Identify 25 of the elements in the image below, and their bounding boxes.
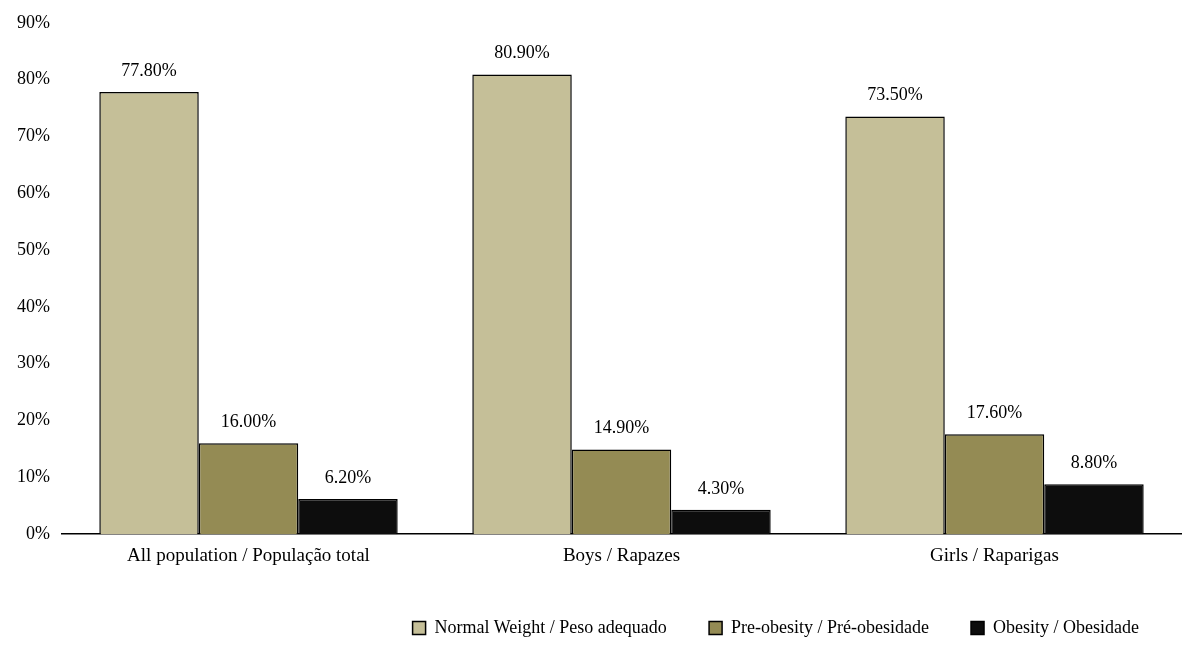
data-label: 16.00% [220, 411, 277, 432]
data-label: 14.90% [593, 417, 650, 438]
data-label: 73.50% [867, 84, 923, 105]
y-tick-label: 30% [16, 352, 50, 373]
x-tick-label: Girls / Raparigas [930, 543, 1059, 565]
data-label: 80.90% [494, 42, 550, 63]
y-tick-label: 20% [16, 409, 50, 430]
y-tick-label: 0% [25, 522, 50, 543]
y-tick-label: 90% [16, 11, 50, 32]
x-tick-label: All population / População total [127, 543, 370, 565]
y-tick-label: 70% [16, 125, 50, 146]
legend-label: Normal Weight / Peso adequado [434, 616, 667, 637]
data-label: 6.20% [324, 466, 372, 487]
y-tick-label: 10% [16, 466, 50, 487]
x-tick-label: Boys / Rapazes [562, 543, 681, 565]
y-tick-label: 80% [16, 68, 50, 89]
legend-label: Pre-obesity / Pré-obesidade [731, 616, 930, 637]
data-label: 8.80% [1070, 451, 1118, 472]
legend-label: Obesity / Obesidade [993, 616, 1140, 637]
y-tick-label: 40% [16, 295, 50, 316]
data-label: 17.60% [966, 401, 1023, 422]
y-tick-label: 50% [16, 238, 50, 259]
y-tick-label: 60% [16, 182, 50, 202]
data-label: 4.30% [697, 477, 745, 498]
data-label: 77.80% [121, 59, 177, 80]
